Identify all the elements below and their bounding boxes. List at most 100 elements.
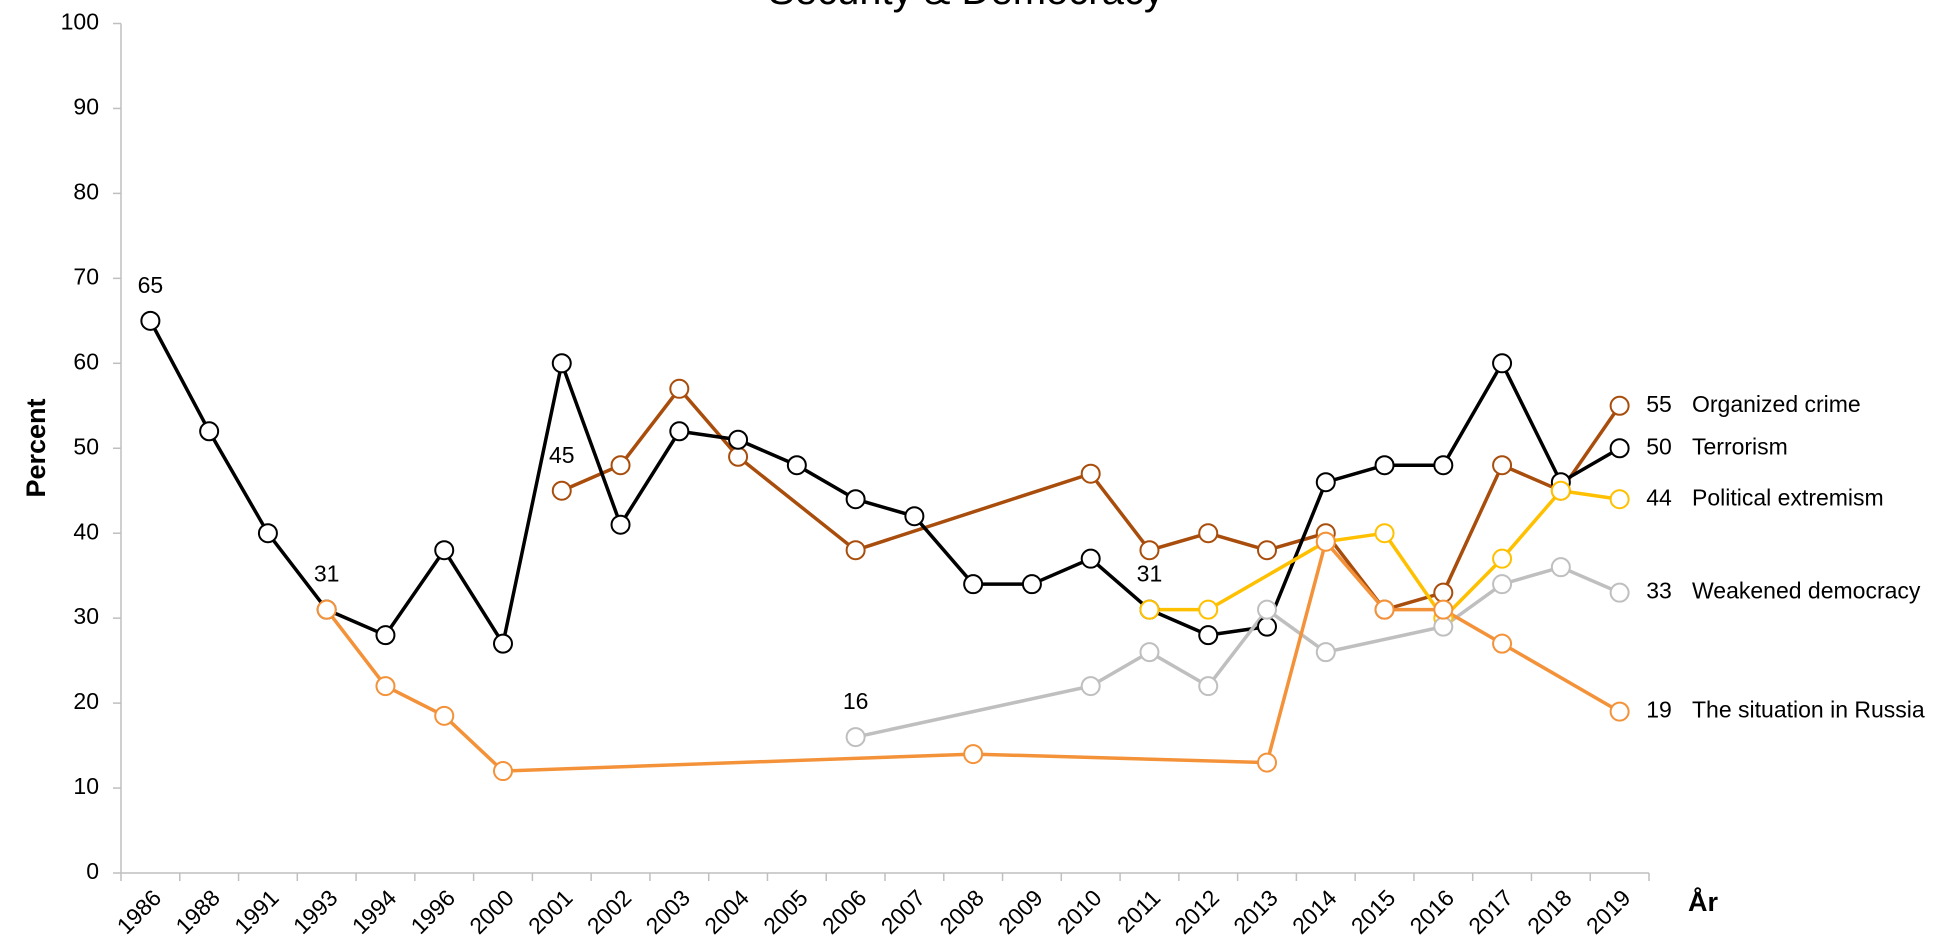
series-line — [148, 320, 1621, 649]
point — [551, 353, 572, 374]
y-tick-label: 100 — [61, 9, 99, 35]
point — [1139, 540, 1160, 561]
legend-label: Weakened democracy — [1692, 578, 1921, 604]
x-tick-label: 2009 — [993, 884, 1048, 939]
point — [1198, 523, 1219, 544]
point — [1609, 438, 1630, 459]
x-tick-label: 2004 — [699, 884, 754, 939]
end-value-label: 55 — [1646, 391, 1672, 417]
point — [728, 446, 749, 467]
end-value-label: 33 — [1646, 578, 1672, 604]
x-tick-label: 2002 — [582, 884, 637, 939]
y-tick-label: 40 — [73, 518, 99, 544]
end-value-label: 19 — [1646, 697, 1672, 723]
point — [1492, 574, 1513, 595]
point — [1315, 531, 1336, 552]
y-tick-label: 90 — [73, 94, 99, 120]
legend-label: Political extremism — [1692, 484, 1884, 510]
x-tick-label: 2007 — [876, 884, 931, 939]
y-tick-label: 20 — [73, 688, 99, 714]
point — [1550, 557, 1571, 578]
point — [1315, 472, 1336, 493]
point — [257, 523, 278, 544]
point — [1433, 599, 1454, 620]
point — [1609, 701, 1630, 722]
x-tick-label: 1994 — [347, 884, 402, 939]
x-tick-label: 2015 — [1346, 884, 1401, 939]
point — [1374, 523, 1395, 544]
legend-label: The situation in Russia — [1692, 697, 1925, 723]
point — [1609, 395, 1630, 416]
x-tick-label: 2013 — [1228, 884, 1283, 939]
point — [1139, 642, 1160, 663]
point — [610, 514, 631, 535]
point — [1550, 480, 1571, 501]
data-label: 31 — [1137, 561, 1163, 587]
point — [316, 599, 337, 620]
point — [551, 480, 572, 501]
point — [1021, 574, 1042, 595]
data-label: 45 — [549, 442, 575, 468]
y-tick-label: 70 — [73, 263, 99, 289]
point — [1257, 599, 1277, 620]
x-tick-label: 1993 — [288, 884, 343, 939]
point — [1198, 599, 1219, 620]
x-tick-label: 1986 — [112, 884, 167, 939]
point — [1257, 752, 1277, 773]
x-axis-label: År — [1688, 886, 1718, 917]
point — [1315, 642, 1336, 663]
data-label: 31 — [314, 561, 340, 587]
x-tick-label: 2008 — [934, 884, 989, 939]
point — [1492, 633, 1513, 654]
point — [1198, 676, 1219, 697]
point — [1080, 463, 1101, 484]
point — [963, 744, 984, 765]
series-line — [855, 565, 1621, 739]
x-tick-label: 2014 — [1287, 884, 1342, 939]
point — [845, 727, 866, 748]
x-tick-label: 2012 — [1169, 884, 1224, 939]
point — [1433, 582, 1454, 603]
point — [728, 429, 749, 450]
point — [199, 421, 220, 442]
y-tick-label: 60 — [73, 348, 99, 374]
point — [1080, 676, 1101, 697]
point — [1139, 599, 1160, 620]
x-tick-label: 1988 — [170, 884, 225, 939]
point — [375, 625, 396, 646]
point — [904, 506, 925, 527]
point — [669, 378, 690, 399]
point — [669, 421, 690, 442]
y-tick-label: 50 — [73, 433, 99, 459]
legend-label: Terrorism — [1692, 433, 1788, 459]
point — [845, 540, 866, 561]
data-label: 65 — [138, 272, 164, 298]
chart-title: Security & Democracy — [768, 0, 1164, 13]
point — [493, 633, 513, 654]
point — [434, 540, 455, 561]
x-tick-label: 1991 — [229, 884, 284, 939]
point — [1374, 455, 1395, 476]
end-value-label: 50 — [1646, 433, 1672, 459]
y-tick-label: 0 — [86, 858, 99, 884]
y-tick-label: 10 — [73, 773, 99, 799]
legend-label: Organized crime — [1692, 391, 1861, 417]
point — [1433, 616, 1454, 637]
y-axis-label: Percent — [21, 398, 51, 497]
point — [610, 455, 631, 476]
end-value-label: 44 — [1646, 484, 1672, 510]
point — [1080, 548, 1101, 569]
point — [1433, 455, 1454, 476]
x-tick-label: 2019 — [1581, 884, 1636, 939]
point — [845, 489, 866, 510]
point — [963, 574, 984, 595]
point — [786, 455, 807, 476]
y-tick-label: 80 — [73, 178, 99, 204]
point — [1198, 625, 1219, 646]
series-line — [561, 386, 1622, 612]
point — [1374, 599, 1395, 620]
x-tick-label: 2006 — [817, 884, 872, 939]
point — [1609, 489, 1630, 510]
x-tick-label: 1996 — [405, 884, 460, 939]
